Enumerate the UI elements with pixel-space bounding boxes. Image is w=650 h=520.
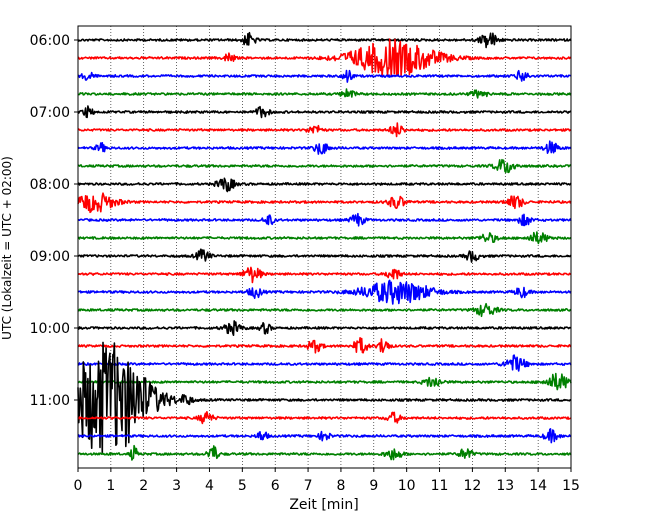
x-tick-label: 13 xyxy=(496,478,514,494)
seismogram-trace xyxy=(77,212,572,227)
y-tick-label: 10:00 xyxy=(30,321,70,337)
x-tick-label: 8 xyxy=(336,478,345,494)
seismogram-trace xyxy=(77,158,572,174)
seismogram-traces xyxy=(77,31,572,461)
seismogram-trace xyxy=(77,279,572,305)
seismogram-trace xyxy=(77,302,572,318)
seismogram-trace xyxy=(77,69,572,83)
seismogram-trace xyxy=(77,231,572,245)
seismogram-trace xyxy=(78,372,572,391)
x-tick-label: 14 xyxy=(529,478,547,494)
y-tick-label: 06:00 xyxy=(30,33,70,49)
x-axis-label: Zeit [min] xyxy=(289,497,358,513)
x-tick-label: 3 xyxy=(172,478,181,494)
x-tick-label: 0 xyxy=(74,478,83,494)
seismogram-trace xyxy=(77,38,572,77)
seismogram-trace xyxy=(77,354,572,372)
x-tick-label: 9 xyxy=(369,478,378,494)
x-tick-label: 11 xyxy=(431,478,449,494)
seismogram-trace xyxy=(78,122,572,138)
seismogram-trace xyxy=(77,177,572,193)
seismogram-trace xyxy=(77,192,572,214)
x-tick-label: 4 xyxy=(205,478,214,494)
seismogram-trace xyxy=(77,266,572,284)
x-tick-label: 10 xyxy=(398,478,416,494)
seismogram-trace xyxy=(77,444,572,461)
y-tick-label: 07:00 xyxy=(30,105,70,121)
y-tick-label: 08:00 xyxy=(30,177,70,193)
x-tick-label: 6 xyxy=(271,478,280,494)
seismogram-trace xyxy=(77,428,572,444)
x-tick-label: 2 xyxy=(139,478,148,494)
seismogram-trace xyxy=(77,140,572,155)
seismogram-trace xyxy=(77,31,572,49)
x-tick-label: 12 xyxy=(463,478,481,494)
seismogram-trace xyxy=(77,320,572,336)
seismogram-trace xyxy=(77,248,572,263)
y-axis-ticks: 06:00 07:00 08:00 09:00 10:00 11:00 xyxy=(30,33,78,409)
x-axis-ticks: 0 1 2 3 4 5 6 7 8 9 10 11 12 13 14 15 xyxy=(74,468,580,494)
plot-frame xyxy=(77,25,572,469)
seismogram-trace xyxy=(77,88,572,99)
y-tick-label: 09:00 xyxy=(30,249,70,265)
seismogram-trace xyxy=(77,337,572,354)
x-tick-label: 1 xyxy=(106,478,115,494)
x-tick-label: 15 xyxy=(562,478,580,494)
x-tick-label: 5 xyxy=(238,478,247,494)
seismogram-trace xyxy=(77,341,572,455)
seismogram-trace xyxy=(77,411,572,425)
x-tick-label: 7 xyxy=(304,478,313,494)
y-axis-label: UTC (Lokalzeit = UTC + 02:00) xyxy=(0,156,14,340)
y-tick-label: 11:00 xyxy=(30,393,70,409)
seismogram-trace xyxy=(77,105,572,119)
